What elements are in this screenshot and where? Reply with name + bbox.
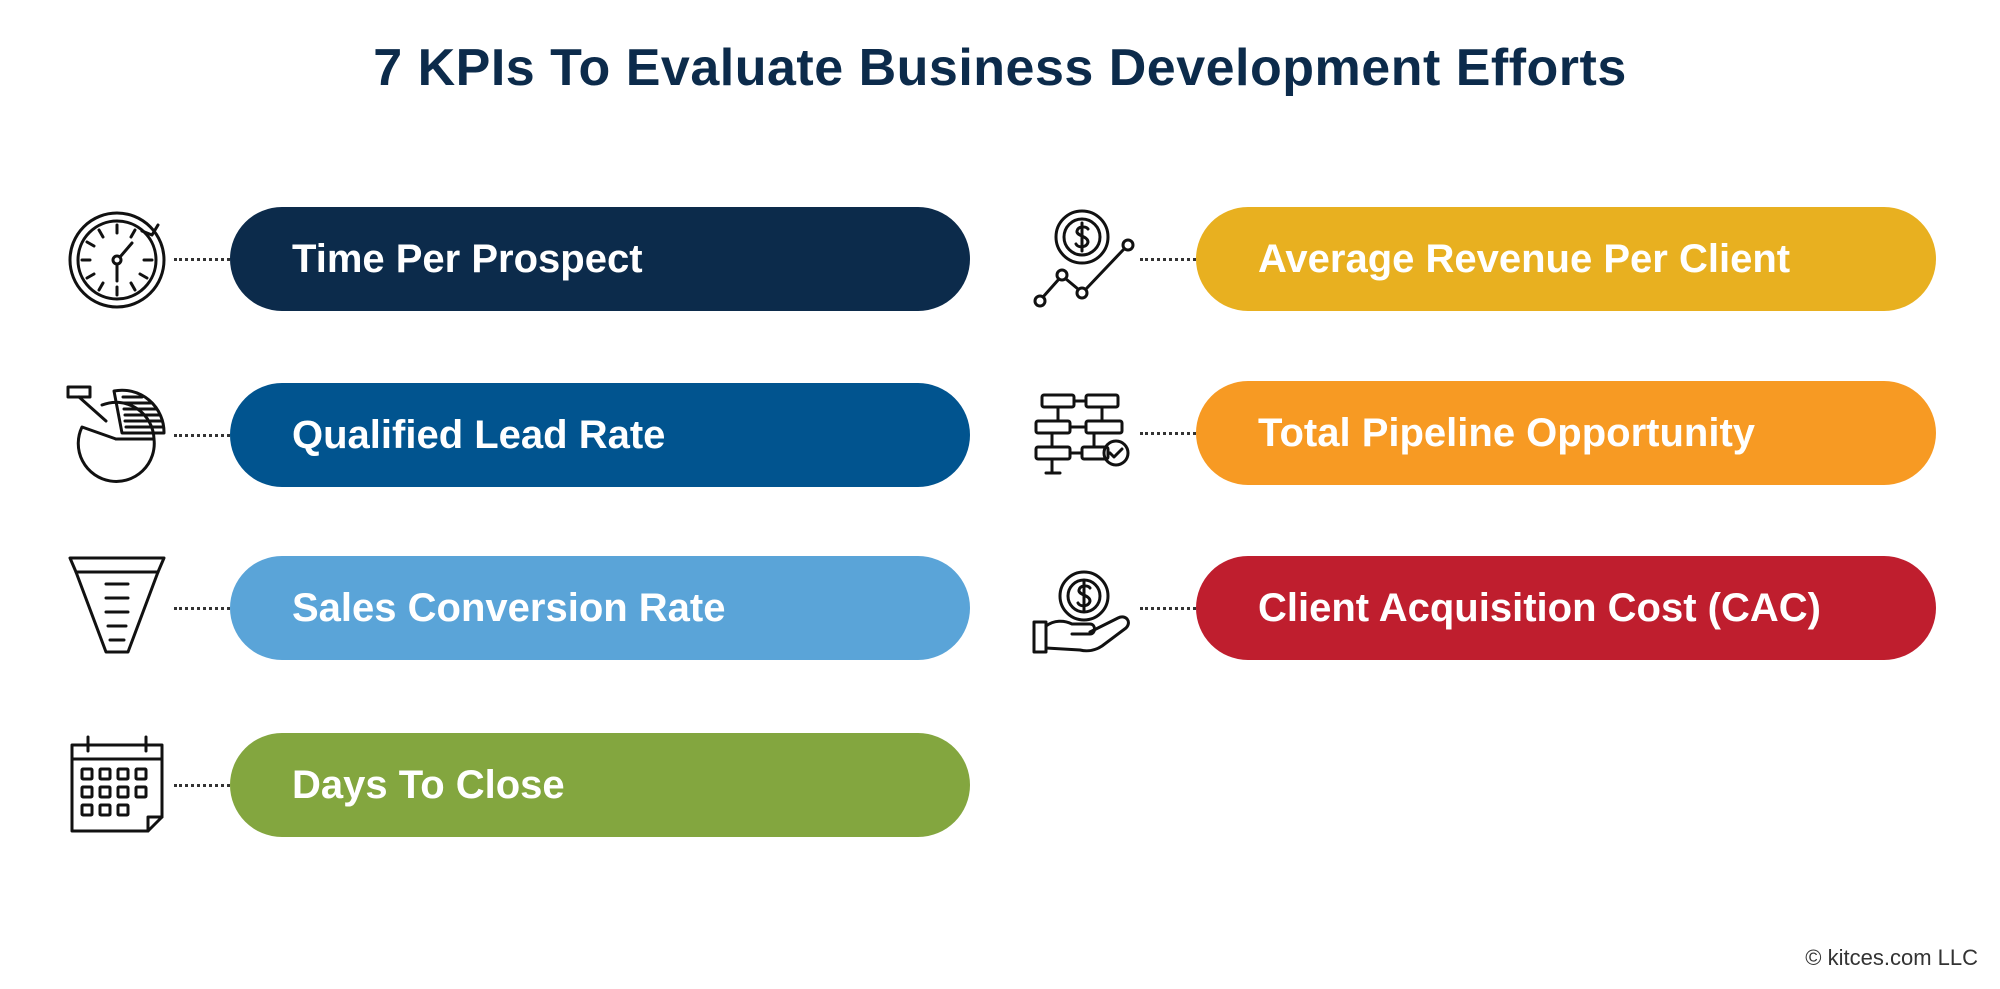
kpi-pill: Days To Close [230, 733, 970, 837]
kpi-qualified-lead-rate: Qualified Lead Rate [66, 383, 970, 487]
kpi-pill: Average Revenue Per Client [1196, 207, 1936, 311]
connector-dots [1140, 258, 1196, 261]
copyright-text: © kitces.com LLC [1805, 945, 1978, 970]
kpi-time-per-prospect: Time Per Prospect [66, 207, 970, 311]
connector-dots [174, 258, 230, 261]
pipeline-flowchart-icon [1032, 381, 1136, 485]
hand-coin-icon [1032, 556, 1136, 660]
stopwatch-icon [66, 207, 170, 311]
connector-dots [1140, 432, 1196, 435]
calendar-icon [66, 733, 170, 837]
kpi-client-acquisition-cost: Client Acquisition Cost (CAC) [1032, 556, 1936, 660]
kpi-pill: Qualified Lead Rate [230, 383, 970, 487]
revenue-growth-icon [1032, 207, 1136, 311]
connector-dots [174, 784, 230, 787]
kpi-days-to-close: Days To Close [66, 733, 970, 837]
kpi-sales-conversion-rate: Sales Conversion Rate [66, 556, 970, 660]
connector-dots [174, 434, 230, 437]
kpi-pill: Total Pipeline Opportunity [1196, 381, 1936, 485]
kpi-pill: Sales Conversion Rate [230, 556, 970, 660]
page-title: 7 KPIs To Evaluate Business Development … [373, 39, 1627, 97]
connector-dots [1140, 607, 1196, 610]
kpi-pill: Time Per Prospect [230, 207, 970, 311]
kpi-pill: Client Acquisition Cost (CAC) [1196, 556, 1936, 660]
pie-chart-icon [66, 383, 170, 487]
connector-dots [174, 607, 230, 610]
kpi-average-revenue-per-client: Average Revenue Per Client [1032, 207, 1936, 311]
kpi-total-pipeline-opportunity: Total Pipeline Opportunity [1032, 381, 1936, 485]
funnel-icon [66, 556, 170, 660]
